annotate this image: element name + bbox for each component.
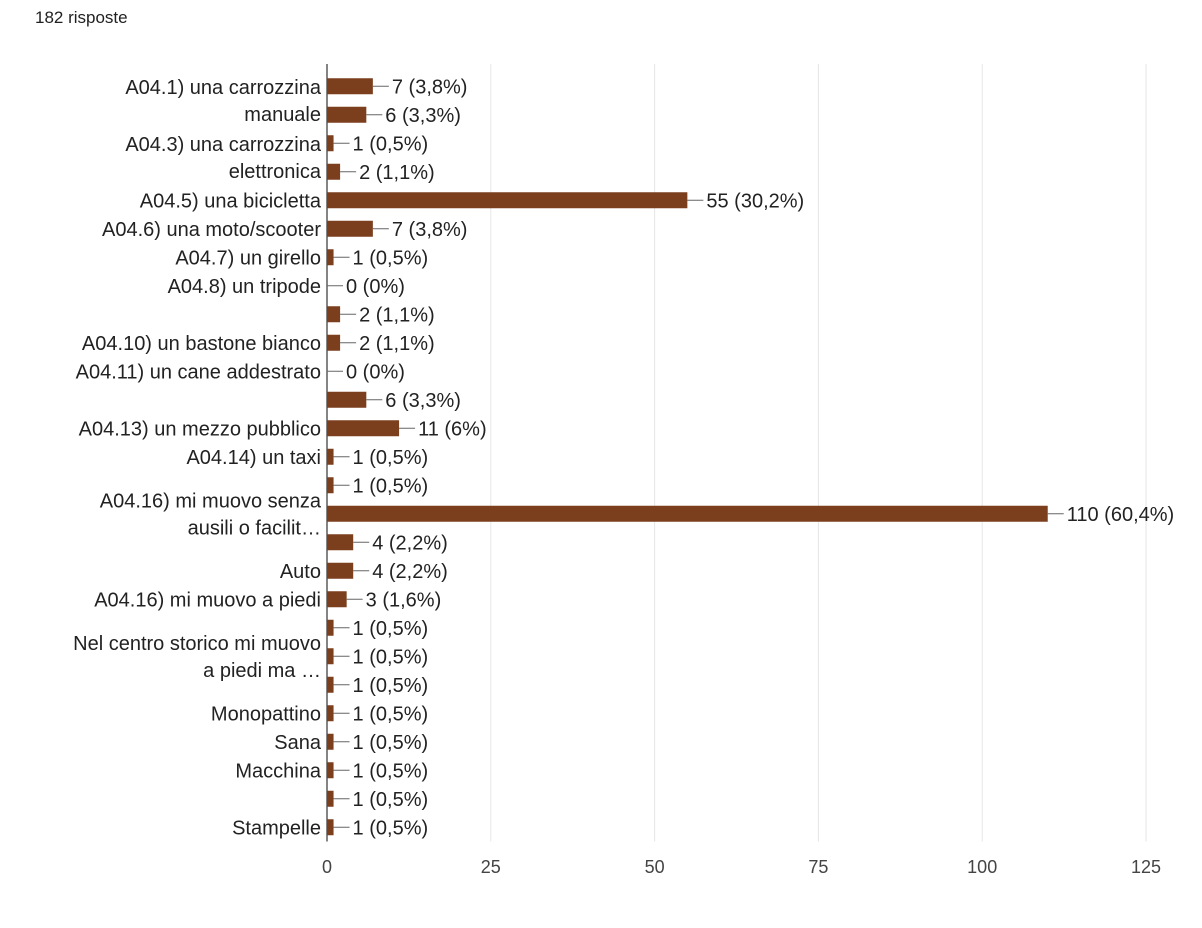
category-label: Monopattino (211, 703, 321, 725)
data-label: 3 (1,6%) (366, 589, 442, 611)
data-label: 1 (0,5%) (353, 447, 429, 469)
bar (327, 306, 341, 323)
category-label: Stampelle (232, 817, 321, 839)
bar (327, 619, 334, 636)
bar (327, 448, 334, 465)
category-label: a piedi ma … (203, 660, 321, 682)
category-label: elettronica (229, 161, 322, 183)
category-label: ausili o facilit… (188, 517, 321, 539)
data-label: 1 (0,5%) (353, 817, 429, 839)
data-label: 1 (0,5%) (353, 675, 429, 697)
data-label: 6 (3,3%) (385, 105, 461, 127)
bar (327, 648, 334, 665)
data-label: 2 (1,1%) (359, 333, 435, 355)
data-label: 0 (0%) (346, 276, 405, 298)
category-label: A04.7) un girello (175, 247, 321, 269)
data-label: 4 (2,2%) (372, 561, 448, 583)
category-label: A04.14) un taxi (186, 447, 321, 469)
category-label: A04.8) un tripode (168, 276, 321, 298)
data-label: 6 (3,3%) (385, 390, 461, 412)
bar (327, 220, 373, 237)
category-label: A04.3) una carrozzina (125, 134, 322, 156)
category-label: Macchina (235, 760, 321, 782)
data-label: 2 (1,1%) (359, 162, 435, 184)
data-label: 1 (0,5%) (353, 789, 429, 811)
response-count: 182 risposte (35, 8, 128, 27)
data-label: 1 (0,5%) (353, 475, 429, 497)
bar (327, 790, 334, 807)
data-label: 2 (1,1%) (359, 304, 435, 326)
category-label: A04.5) una bicicletta (140, 190, 322, 212)
bar (327, 78, 373, 95)
value-axis: 0 25 50 75 100 125 (322, 64, 1161, 877)
x-tick-label: 100 (967, 857, 997, 877)
bar (327, 163, 341, 180)
bar (327, 106, 367, 123)
category-label: A04.16) mi muovo senza (100, 490, 322, 512)
bar (327, 334, 341, 351)
x-tick-label: 0 (322, 857, 332, 877)
bar (327, 192, 688, 209)
bar (327, 135, 334, 152)
x-tick-label: 125 (1131, 857, 1161, 877)
data-label: 55 (30,2%) (706, 190, 804, 212)
bar (327, 733, 334, 750)
category-labels: A04.1) una carrozzina manuale A04.3) una c… (73, 77, 322, 839)
bar (327, 819, 334, 836)
category-label: A04.10) un bastone bianco (82, 333, 321, 355)
category-label: manuale (244, 104, 321, 126)
bar (327, 705, 334, 722)
data-label: 11 (6%) (418, 418, 487, 440)
bar (327, 505, 1048, 522)
x-tick-label: 50 (645, 857, 665, 877)
data-label: 1 (0,5%) (353, 133, 429, 155)
data-label: 1 (0,5%) (353, 732, 429, 754)
bar (327, 477, 334, 494)
grid-lines (490, 64, 1147, 842)
bar (327, 762, 334, 779)
bar (327, 676, 334, 693)
data-label: 1 (0,5%) (353, 646, 429, 668)
x-tick-label: 75 (808, 857, 828, 877)
data-label: 7 (3,8%) (392, 219, 468, 241)
data-label: 1 (0,5%) (353, 703, 429, 725)
category-label: A04.6) una moto/scooter (102, 219, 321, 241)
category-label: A04.11) un cane addestrato (76, 361, 321, 383)
bar (327, 591, 347, 608)
data-label: 0 (0%) (346, 361, 405, 383)
bar (327, 249, 334, 266)
bars: 7 (3,8%) 6 (3,3%) 1 (0,5%) 2 (1,1%) 55 (30,2… (327, 76, 1174, 839)
data-label: 1 (0,5%) (353, 618, 429, 640)
data-label: 4 (2,2%) (372, 532, 448, 554)
bar (327, 391, 367, 408)
bar (327, 562, 354, 579)
category-label: A04.13) un mezzo pubblico (79, 418, 321, 440)
bar (327, 534, 354, 551)
data-label: 7 (3,8%) (392, 76, 468, 98)
category-label: A04.1) una carrozzina (125, 77, 322, 99)
data-label: 1 (0,5%) (353, 760, 429, 782)
category-label: Sana (274, 732, 322, 754)
category-label: Auto (280, 561, 321, 583)
x-tick-label: 25 (481, 857, 501, 877)
data-label: 110 (60,4%) (1067, 504, 1174, 526)
bar (327, 420, 400, 437)
category-label: A04.16) mi muovo a piedi (94, 589, 321, 611)
category-label: Nel centro storico mi muovo (73, 633, 321, 655)
data-label: 1 (0,5%) (353, 247, 429, 269)
